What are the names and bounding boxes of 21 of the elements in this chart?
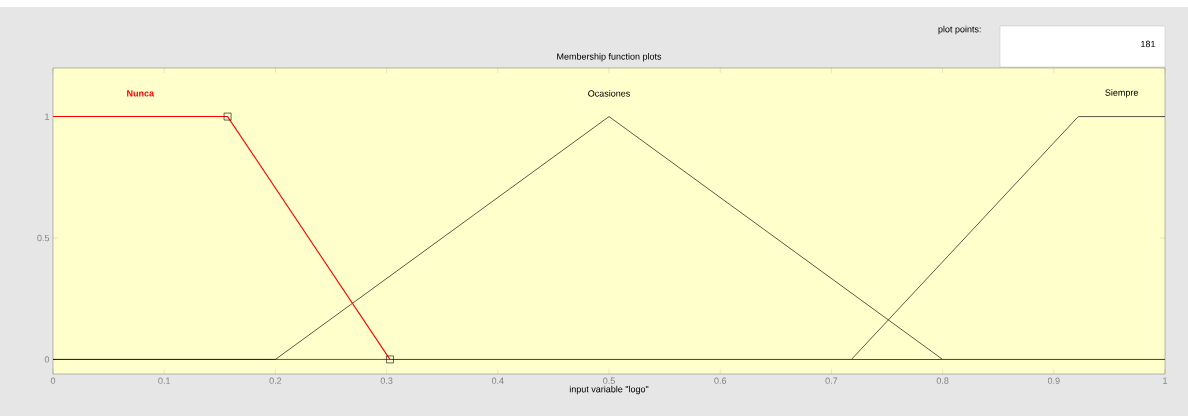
chart-title: Membership function plots: [557, 53, 662, 62]
text: Nunca: [127, 90, 155, 97]
x-tick-label: 0.2: [269, 377, 282, 384]
y-tick-label: 0.5: [37, 234, 50, 242]
x-axis-title: input variable "logo": [569, 385, 649, 395]
text: 181: [1141, 40, 1156, 48]
x-tick-label: 0.8: [936, 377, 949, 384]
x-tick-label: 0.3: [380, 377, 393, 384]
text: Ocasiones: [588, 90, 630, 97]
x-tick-label: 0: [50, 377, 56, 384]
x-tick-label: 0.7: [825, 377, 838, 384]
text: Siempre: [1105, 89, 1138, 98]
x-tick-label: 0.6: [714, 377, 727, 384]
text: plot points:: [938, 25, 981, 35]
x-tick-label: 0.1: [158, 377, 171, 384]
y-tick-label: 0: [44, 356, 50, 363]
y-tick-label: 1: [45, 113, 50, 120]
x-tick-label: 0.5: [603, 377, 615, 384]
x-tick-label: 0.4: [491, 377, 504, 384]
x-tick-label: 0.9: [1047, 377, 1060, 384]
x-tick-label: 1: [1163, 377, 1168, 384]
